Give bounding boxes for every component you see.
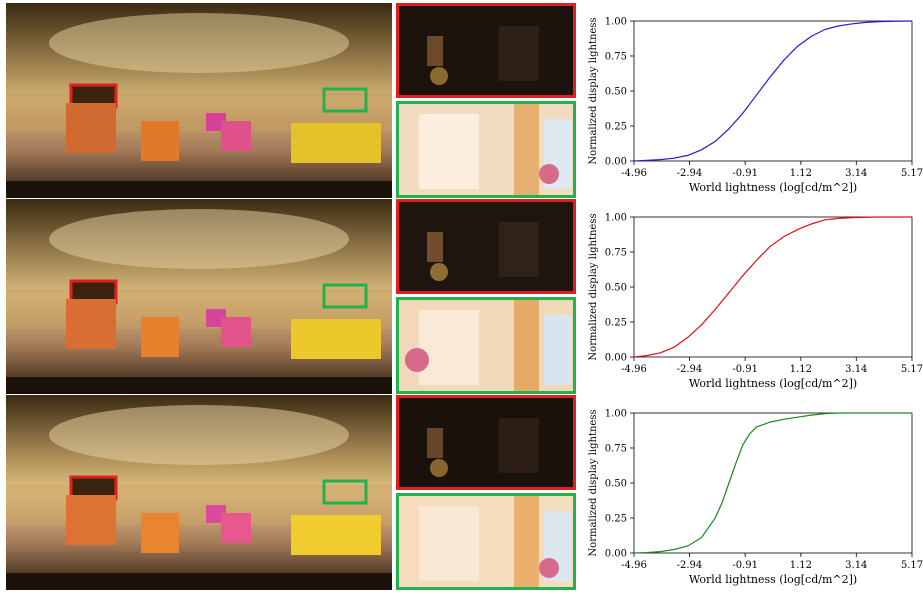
y-tick-label: 0.75 xyxy=(605,52,627,63)
x-tick-label: 3.14 xyxy=(845,168,867,179)
y-tick-label: 0.25 xyxy=(605,514,627,525)
tone-curve-plot-2: -4.96 -2.94 -0.91 1.12 3.14 5.17 0.00 0.25 0.50 0… xyxy=(584,199,923,394)
x-tick-label: 3.14 xyxy=(845,560,867,571)
x-axis-label: World lightness (log[cd/m^2]) xyxy=(689,573,857,586)
x-tick-label: -0.91 xyxy=(732,364,758,375)
x-tick-label: 1.12 xyxy=(790,560,812,571)
x-tick-label: 1.12 xyxy=(790,168,812,179)
y-tick-label: 0.75 xyxy=(605,248,627,259)
tone-curve-line xyxy=(633,412,912,554)
red-crop-dark xyxy=(396,3,576,98)
green-crop-bright xyxy=(396,493,576,590)
x-tick-label: -2.94 xyxy=(677,168,703,179)
plot-frame xyxy=(633,412,913,554)
y-axis-label: Normalized display lightness xyxy=(588,17,599,164)
y-axis-label: Normalized display lightness xyxy=(588,213,599,360)
x-tick-label: -0.91 xyxy=(732,168,758,179)
x-tick-label: -2.94 xyxy=(677,560,703,571)
panorama-image xyxy=(6,3,392,198)
y-tick-label: 0.50 xyxy=(605,87,627,98)
x-tick-label: -4.96 xyxy=(621,560,647,571)
x-tick-label: -4.96 xyxy=(621,168,647,179)
x-tick-label: 1.12 xyxy=(790,364,812,375)
y-tick-label: 0.25 xyxy=(605,122,627,133)
y-axis-label: Normalized display lightness xyxy=(588,409,599,556)
panorama-image xyxy=(6,395,392,590)
x-axis-label: World lightness (log[cd/m^2]) xyxy=(689,377,857,390)
red-crop-dark xyxy=(396,395,576,490)
tone-curve-plot-1: -4.96 -2.94 -0.91 1.12 3.14 5.17 0.00 0.25 0.50 0… xyxy=(584,3,923,198)
y-tick-label: 0.00 xyxy=(605,157,627,168)
y-tick-label: 0.00 xyxy=(605,353,627,364)
plot-frame xyxy=(633,20,913,162)
x-tick-label: -2.94 xyxy=(677,364,703,375)
row-3: -4.96 -2.94 -0.91 1.12 3.14 5.17 0.00 0.25 0.50 0… xyxy=(0,395,923,590)
x-tick-label: 5.17 xyxy=(901,364,923,375)
tone-curve-plot-3: -4.96 -2.94 -0.91 1.12 3.14 5.17 0.00 0.25 0.50 0… xyxy=(584,395,923,590)
y-tick-label: 1.00 xyxy=(605,213,627,224)
plot-frame xyxy=(633,216,913,358)
panorama-image xyxy=(6,199,392,394)
row-2: -4.96 -2.94 -0.91 1.12 3.14 5.17 0.00 0.25 0.50 0… xyxy=(0,199,923,394)
y-tick-label: 0.25 xyxy=(605,318,627,329)
x-tick-label: -4.96 xyxy=(621,364,647,375)
y-tick-label: 0.75 xyxy=(605,444,627,455)
green-crop-bright xyxy=(396,297,576,394)
y-tick-label: 1.00 xyxy=(605,409,627,420)
x-tick-label: 5.17 xyxy=(901,560,923,571)
x-tick-label: 3.14 xyxy=(845,364,867,375)
x-tick-label: -0.91 xyxy=(732,560,758,571)
row-1: -4.96 -2.94 -0.91 1.12 3.14 5.17 0.00 0.25 0.50 0… xyxy=(0,3,923,198)
y-tick-label: 0.00 xyxy=(605,549,627,560)
y-tick-label: 0.50 xyxy=(605,283,627,294)
x-axis-label: World lightness (log[cd/m^2]) xyxy=(689,181,857,194)
x-tick-label: 5.17 xyxy=(901,168,923,179)
red-crop-dark xyxy=(396,199,576,294)
tone-curve-line xyxy=(633,20,913,162)
green-crop-bright xyxy=(396,101,576,198)
y-tick-label: 0.50 xyxy=(605,479,627,490)
tone-curve-line xyxy=(633,216,912,358)
y-tick-label: 1.00 xyxy=(605,17,627,28)
